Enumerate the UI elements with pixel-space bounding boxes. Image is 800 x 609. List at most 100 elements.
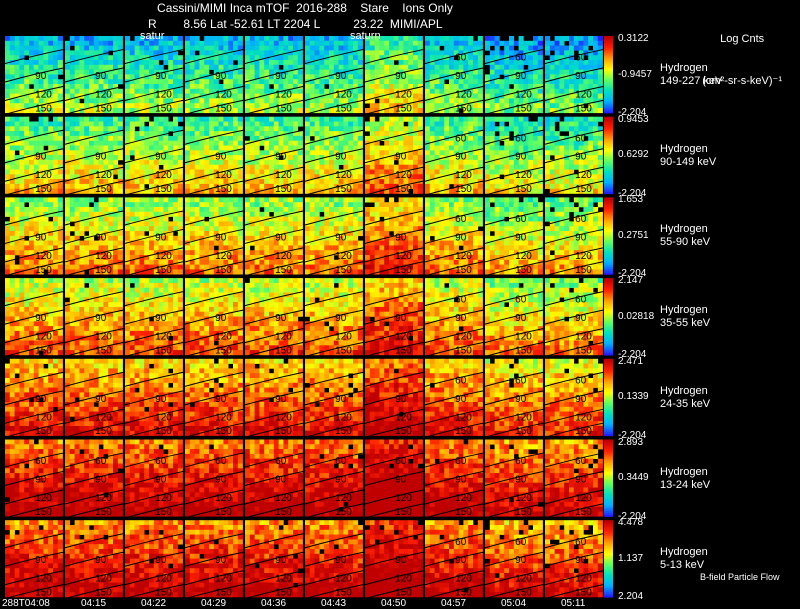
heatmap-cell <box>504 174 510 180</box>
heatmap-cell <box>223 64 229 70</box>
heatmap-cell <box>223 55 229 61</box>
heatmap-cell <box>458 60 464 66</box>
heatmap-cell <box>468 74 474 80</box>
heatmap-cell <box>254 60 260 66</box>
heatmap-cell <box>333 60 339 66</box>
heatmap-cell <box>417 126 423 132</box>
colorbar-segment <box>604 84 613 87</box>
heatmap-cell <box>278 226 284 232</box>
heatmap-cell <box>398 164 404 170</box>
heatmap-cell <box>149 150 155 156</box>
heatmap-cell <box>485 131 491 137</box>
heatmap-cell <box>204 98 210 104</box>
heatmap-cell <box>79 145 85 151</box>
heatmap-cell <box>158 155 164 161</box>
heatmap-cell <box>103 207 109 213</box>
heatmap-cell <box>473 188 479 194</box>
heatmap-cell <box>389 74 395 80</box>
heatmap-cell <box>117 103 123 109</box>
heatmap-cell <box>69 145 75 151</box>
heatmap-cell <box>93 150 99 156</box>
heatmap-cell <box>113 197 119 203</box>
heatmap-cell <box>458 188 464 194</box>
heatmap-cell <box>305 64 311 70</box>
heatmap-cell <box>48 197 54 203</box>
heatmap-cell <box>384 188 390 194</box>
heatmap-cell <box>509 188 515 194</box>
heatmap-cell <box>523 74 529 80</box>
heatmap-cell <box>65 259 71 265</box>
heatmap-cell <box>65 169 71 175</box>
heatmap-cell <box>429 188 435 194</box>
heatmap-cell <box>393 103 399 109</box>
heatmap-cell <box>189 36 195 42</box>
heatmap-cell <box>204 93 210 99</box>
heatmap-cell <box>518 155 524 161</box>
heatmap-cell <box>583 155 589 161</box>
heatmap-cell <box>468 188 474 194</box>
heatmap-cell <box>545 116 551 122</box>
heatmap-cell <box>374 126 380 132</box>
heatmap-cell <box>199 40 205 46</box>
heatmap-cell <box>305 93 311 99</box>
heatmap-cell <box>569 64 575 70</box>
heatmap-cell <box>189 135 195 141</box>
heatmap-cell <box>43 74 49 80</box>
heatmap-cell <box>545 183 551 189</box>
heatmap-cell <box>343 183 349 189</box>
heatmap-cell <box>149 231 155 237</box>
heatmap-cell <box>588 145 594 151</box>
heatmap-cell <box>168 103 174 109</box>
heatmap-cell <box>468 164 474 170</box>
heatmap-cell <box>509 93 515 99</box>
heatmap-cell <box>249 250 255 256</box>
heatmap-cell <box>264 36 270 42</box>
heatmap-cell <box>545 135 551 141</box>
heatmap-cell <box>583 164 589 170</box>
orbit-info: R 8.56 Lat -52.61 LT 2204 L 23.22 MIMI/A… <box>148 17 443 31</box>
heatmap-cell <box>249 88 255 94</box>
heatmap-cell <box>458 183 464 189</box>
heatmap-cell <box>204 116 210 122</box>
heatmap-cell <box>57 103 63 109</box>
heatmap-cell <box>103 226 109 232</box>
heatmap-cell <box>84 188 90 194</box>
heatmap-cell <box>379 183 385 189</box>
heatmap-cell <box>269 88 275 94</box>
heatmap-cell <box>189 250 195 256</box>
heatmap-cell <box>209 221 215 227</box>
heatmap-cell <box>29 240 35 246</box>
heatmap-cell <box>338 36 344 42</box>
colorbar-segment <box>604 36 613 39</box>
heatmap-cell <box>273 202 279 208</box>
heatmap-cell <box>9 88 15 94</box>
heatmap-cell <box>458 155 464 161</box>
heatmap-cell <box>204 140 210 146</box>
heatmap-cell <box>177 140 183 146</box>
heatmap-cell <box>79 116 85 122</box>
heatmap-cell <box>393 179 399 185</box>
heatmap-cell <box>559 88 565 94</box>
heatmap-cell <box>449 121 455 127</box>
heatmap-cell <box>254 221 260 227</box>
heatmap-cell <box>69 211 75 217</box>
contour-line <box>244 148 304 164</box>
heatmap-cell <box>273 40 279 46</box>
heatmap-cell <box>129 116 135 122</box>
heatmap-cell <box>348 155 354 161</box>
heatmap-cell <box>245 235 251 241</box>
heatmap-cell <box>518 50 524 56</box>
heatmap-cell <box>425 145 431 151</box>
heatmap-cell <box>343 79 349 85</box>
heatmap-cell <box>468 84 474 90</box>
heatmap-cell <box>583 121 589 127</box>
heatmap-cell <box>324 164 330 170</box>
heatmap-cell <box>259 131 265 137</box>
heatmap-cell <box>108 108 114 114</box>
heatmap-cell <box>343 145 349 151</box>
heatmap-cell <box>329 98 335 104</box>
heatmap-cell <box>324 108 330 114</box>
heatmap-cell <box>297 159 303 165</box>
heatmap-cell <box>453 93 459 99</box>
heatmap-cell <box>333 126 339 132</box>
